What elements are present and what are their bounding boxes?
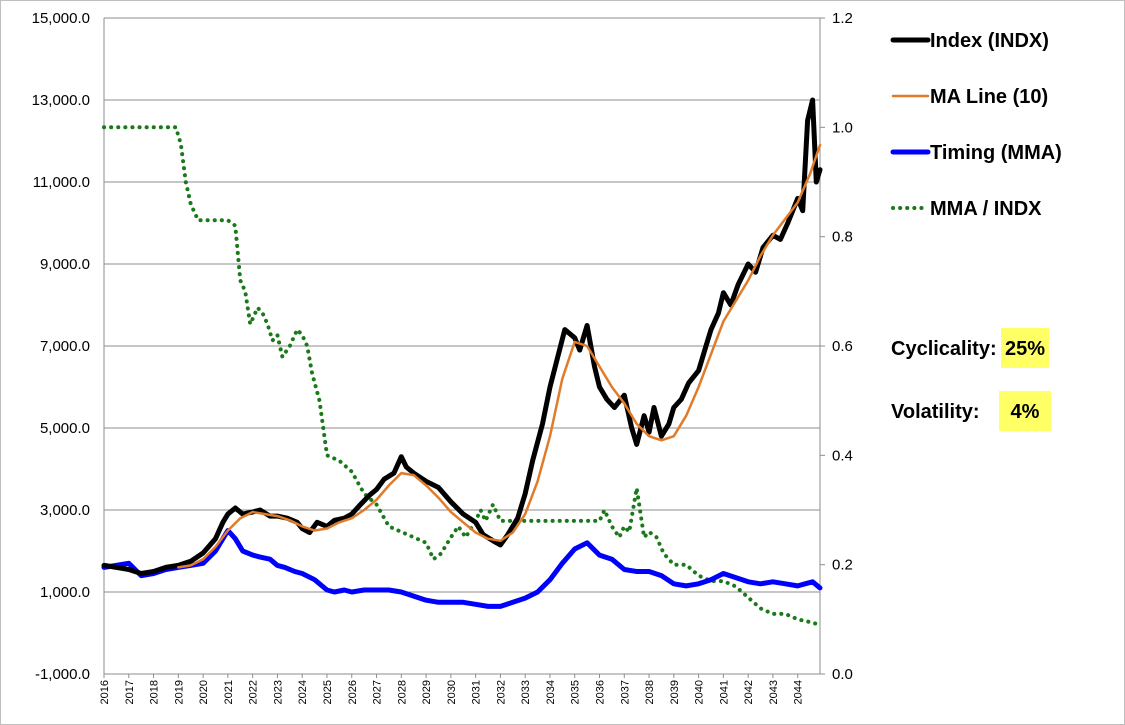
x-tick-label: 2042 [743,680,755,704]
x-tick-label: 2037 [619,680,631,704]
x-tick-label: 2038 [644,680,656,704]
right-tick-label: 1.2 [832,10,853,27]
legend-label: MMA / INDX [930,198,1042,220]
stat-highlight-box [1001,328,1049,368]
x-tick-label: 2020 [198,680,210,704]
gridlines [103,17,821,675]
x-tick-label: 2024 [297,680,309,704]
x-tick-label: 2016 [99,680,111,704]
left-tick-label: 9,000.0 [40,256,90,273]
x-tick-label: 2025 [322,680,334,704]
x-tick-label: 2021 [223,680,235,704]
stat-label: Volatility: [891,401,980,423]
x-axis-ticks: 2016 2017 2018 2019 2020 2021 2022 2023 2024 2025… [99,674,805,704]
x-tick-label: 2029 [421,680,433,704]
stat-value: 25% [1005,338,1045,360]
x-tick-label: 2017 [124,680,136,704]
x-tick-label: 2033 [520,680,532,704]
x-tick-label: 2044 [793,680,805,704]
x-tick-label: 2023 [272,680,284,704]
legend: Index (INDX) MA Line (10) Timing (MMA) MMA … [890,30,1062,220]
x-tick-label: 2022 [248,680,260,704]
x-tick-label: 2034 [545,680,557,704]
right-tick-label: 0.8 [832,229,853,246]
x-tick-label: 2043 [768,680,780,704]
left-tick-label: 13,000.0 [32,92,90,109]
x-tick-label: 2032 [495,680,507,704]
x-tick-label: 2030 [446,680,458,704]
legend-label: Index (INDX) [930,30,1049,52]
stat-highlight-box [999,391,1051,431]
legend-label: MA Line (10) [930,86,1048,108]
left-tick-label: 5,000.0 [40,420,90,437]
x-tick-label: 2041 [718,680,730,704]
x-tick-label: 2027 [372,680,384,704]
series-lines [101,97,823,627]
right-tick-label: 0.4 [832,447,853,464]
right-tick-label: 0.0 [832,666,853,683]
left-tick-label: 15,000.0 [32,10,90,27]
stat-label: Cyclicality: [891,338,997,360]
x-tick-label: 2036 [595,680,607,704]
right-tick-label: 0.6 [832,338,853,355]
x-tick-label: 2040 [694,680,706,704]
left-tick-label: -1,000.0 [35,666,90,683]
series-line-mma-indx [102,125,822,627]
left-tick-label: 11,000.0 [33,174,90,191]
x-tick-label: 2035 [570,680,582,704]
series-line-index-indx [101,97,823,576]
stat-value: 4% [1011,401,1040,423]
x-tick-label: 2031 [471,680,483,704]
right-axis-ticks: 0.0 0.2 0.4 0.6 0.8 1.0 1.2 [820,10,853,683]
x-tick-label: 2019 [173,680,185,704]
stats-panel: Cyclicality: 25% Volatility: 4% [891,328,1051,431]
left-tick-label: 3,000.0 [40,502,90,519]
left-tick-label: 1,000.0 [40,584,90,601]
left-tick-label: 7,000.0 [40,338,90,355]
x-tick-label: 2028 [396,680,408,704]
x-tick-label: 2039 [669,680,681,704]
x-tick-label: 2026 [347,680,359,704]
right-tick-label: 0.2 [832,557,853,574]
legend-label: Timing (MMA) [930,142,1062,164]
right-tick-label: 1.0 [832,119,853,136]
left-axis-ticks: -1,000.0 1,000.0 3,000.0 5,000.0 7,000.0 9,00… [32,10,90,683]
x-tick-label: 2018 [149,680,161,704]
series-line-ma-line-10 [177,143,822,569]
